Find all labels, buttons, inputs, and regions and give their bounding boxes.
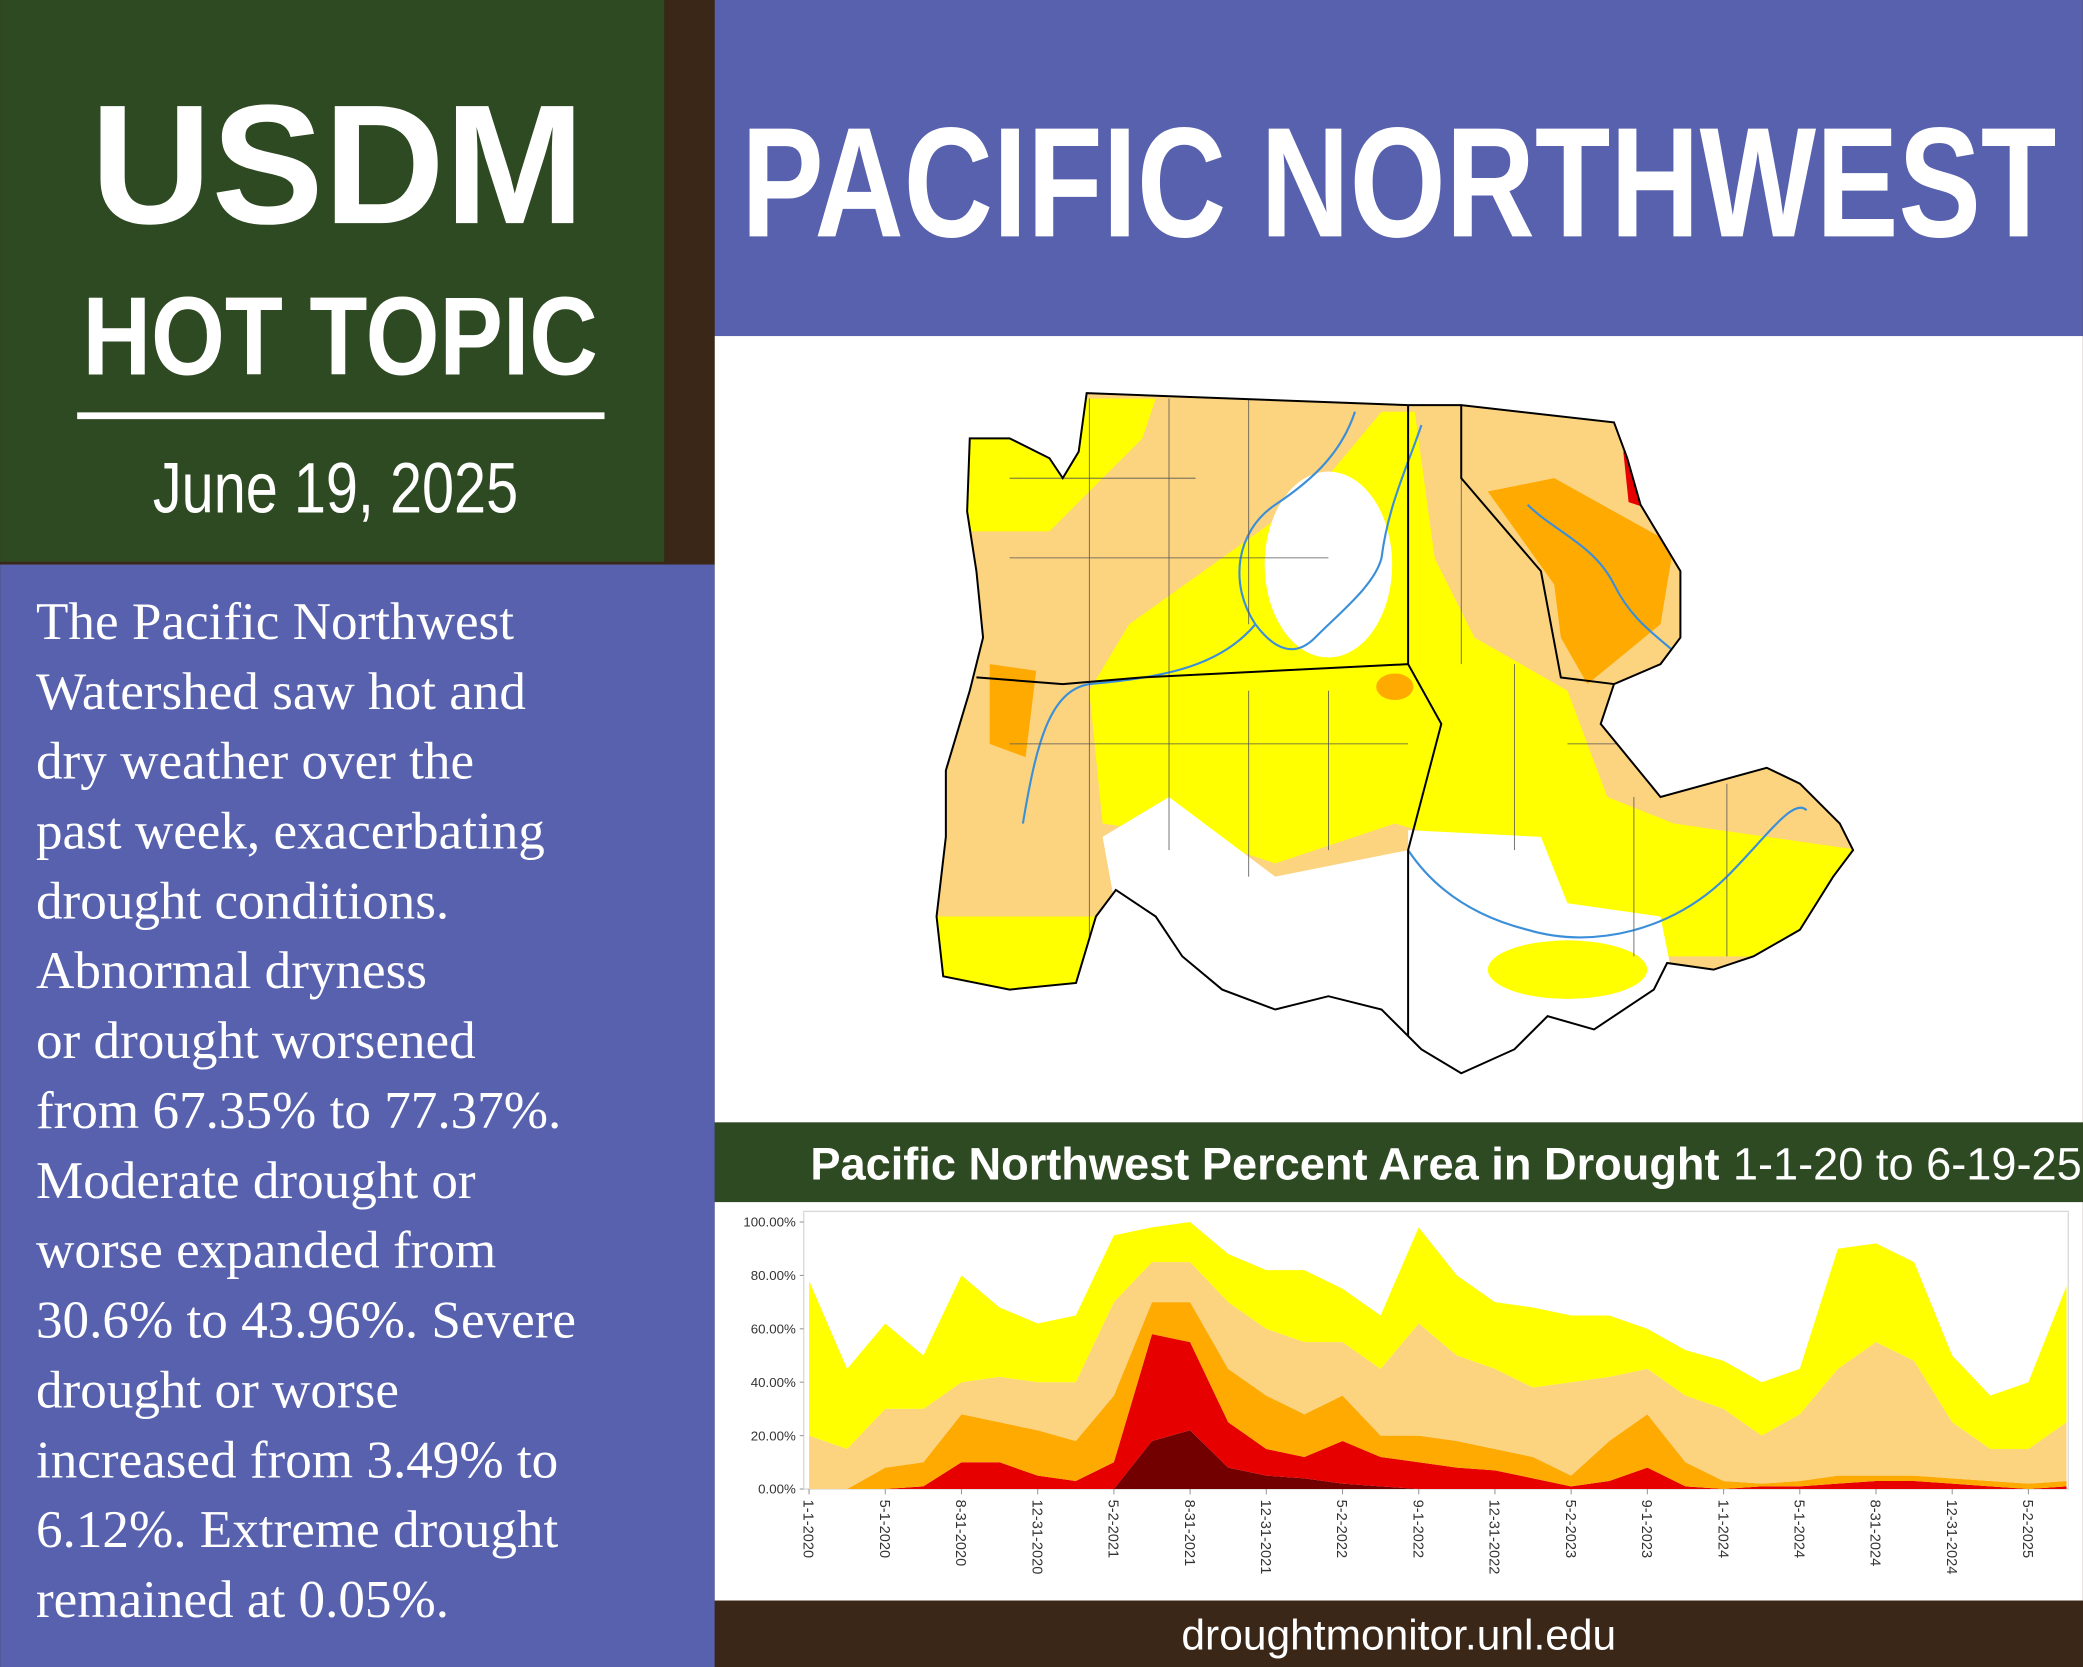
y-tick-label: 80.00% bbox=[751, 1268, 796, 1283]
body-line: increased from 3.49% to bbox=[36, 1431, 558, 1489]
drought-area bbox=[809, 1302, 2067, 1490]
header-date: June 19, 2025 bbox=[153, 449, 518, 529]
body-text: The Pacific Northwest Watershed saw hot a… bbox=[36, 593, 576, 1629]
x-tick-label: 12-31-2021 bbox=[1257, 1500, 1273, 1575]
drought-area bbox=[809, 1222, 2067, 1449]
x-tick-label: 5-2-2023 bbox=[1562, 1500, 1578, 1558]
x-tick-label: 12-31-2020 bbox=[1028, 1500, 1044, 1575]
header-box bbox=[0, 0, 665, 562]
footer-text: droughtmonitor.unl.edu bbox=[1181, 1613, 1616, 1660]
body-line: The Pacific Northwest bbox=[36, 593, 514, 651]
chart-title-band bbox=[714, 1122, 2083, 1203]
x-tick-label: 1-1-2020 bbox=[800, 1500, 816, 1558]
map-normal-area bbox=[1264, 471, 1393, 658]
body-line: past week, exacerbating bbox=[36, 803, 545, 861]
x-tick-label: 5-2-2025 bbox=[2019, 1500, 2035, 1558]
body-line: 6.12%. Extreme drought bbox=[36, 1501, 559, 1559]
map-d2-area bbox=[1376, 673, 1414, 701]
x-tick-label: 9-1-2022 bbox=[1409, 1500, 1425, 1558]
map-outline bbox=[935, 392, 1855, 1075]
x-tick-label: 5-2-2022 bbox=[1333, 1500, 1349, 1558]
chart-subtitle: 1-1-20 to 6-19-25 bbox=[1733, 1139, 2082, 1190]
body-line: 30.6% to 43.96%. Severe bbox=[36, 1292, 576, 1350]
area-chart: 0.00% 20.00% 40.00% 60.00% 80.00% 100.00% 1-1-… bbox=[743, 1210, 2069, 1575]
body-line: dry weather over the bbox=[36, 733, 474, 791]
header-subtitle: HOT TOPIC bbox=[82, 274, 597, 399]
body-line: Abnormal dryness bbox=[36, 942, 427, 1000]
body-line: drought or worse bbox=[36, 1361, 399, 1419]
chart-title-main: Pacific Northwest Percent Area in Drough… bbox=[810, 1139, 1719, 1190]
y-tick-label: 40.00% bbox=[751, 1375, 796, 1390]
x-tick-label: 8-31-2024 bbox=[1867, 1500, 1883, 1567]
chart-title: Pacific Northwest Percent Area in Drough… bbox=[810, 1139, 2081, 1190]
body-panel bbox=[0, 564, 715, 1667]
x-tick-label: 5-1-2020 bbox=[876, 1500, 892, 1558]
y-tick-label: 100.00% bbox=[743, 1215, 796, 1230]
banner bbox=[714, 0, 2083, 337]
map-rivers bbox=[1021, 411, 1808, 939]
y-tick-label: 60.00% bbox=[751, 1321, 796, 1336]
map-d2-area bbox=[989, 664, 1037, 758]
footer-band bbox=[714, 1600, 2083, 1667]
map-d0-area bbox=[1487, 940, 1648, 999]
x-tick-label: 8-31-2021 bbox=[1181, 1500, 1197, 1567]
x-tick-label: 12-31-2022 bbox=[1486, 1500, 1502, 1575]
y-tick-label: 20.00% bbox=[751, 1428, 796, 1443]
body-line: Moderate drought or bbox=[36, 1152, 476, 1210]
body-line: drought conditions. bbox=[36, 872, 449, 930]
x-tick-label: 5-2-2021 bbox=[1105, 1500, 1121, 1558]
x-tick-label: 12-31-2024 bbox=[1943, 1500, 1959, 1575]
drought-area bbox=[809, 1334, 2067, 1490]
x-tick-label: 1-1-2024 bbox=[1714, 1500, 1730, 1558]
x-tick-label: 8-31-2020 bbox=[952, 1500, 968, 1567]
body-line: worse expanded from bbox=[36, 1222, 496, 1280]
banner-title: PACIFIC NORTHWEST bbox=[741, 95, 2056, 270]
map-d0-area bbox=[936, 916, 1096, 997]
map-normal-area bbox=[1102, 796, 1674, 1074]
x-tick-label: 9-1-2023 bbox=[1638, 1500, 1654, 1558]
header-title: USDM bbox=[90, 70, 584, 260]
map-state-lines bbox=[976, 405, 1615, 1056]
y-tick-label: 0.00% bbox=[758, 1482, 796, 1497]
body-line: or drought worsened bbox=[36, 1012, 476, 1070]
x-tick-label: 5-1-2024 bbox=[1790, 1500, 1806, 1558]
drought-area bbox=[809, 1262, 2067, 1490]
body-line: remained at 0.05%. bbox=[36, 1571, 449, 1629]
body-line: from 67.35% to 77.37%. bbox=[36, 1082, 561, 1140]
body-line: Watershed saw hot and bbox=[36, 663, 526, 721]
map-county-lines bbox=[1009, 398, 1834, 983]
map-d2-area bbox=[1487, 478, 1674, 685]
